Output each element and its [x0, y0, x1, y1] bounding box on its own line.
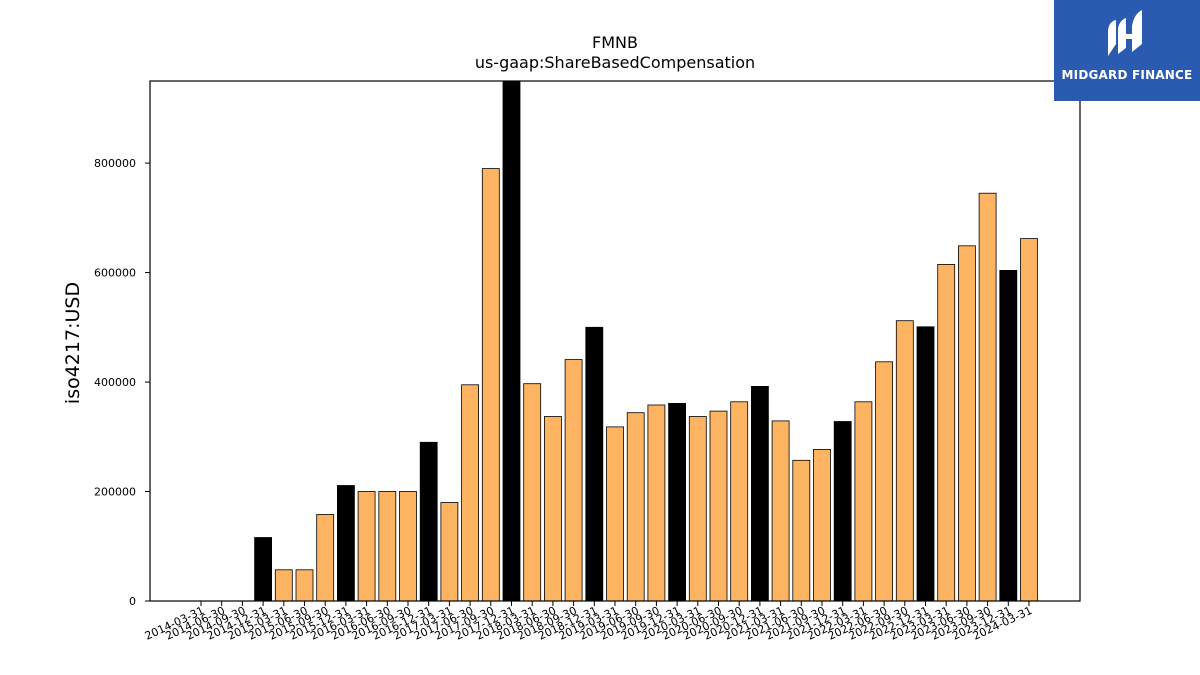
bar-2022-09-30 [895, 320, 914, 602]
bar-2020-09-30 [730, 401, 749, 602]
y-tick-label: 800000 [94, 157, 136, 170]
bar-2023-09-30 [978, 192, 997, 602]
bar-2020-03-31 [688, 416, 707, 602]
bar-2023-03-31 [937, 263, 956, 602]
y-tick-label: 200000 [94, 486, 136, 499]
bar-2022-03-31 [854, 401, 873, 602]
plot-frame [149, 80, 1081, 602]
x-axis-ticks: 2014-03-312014-06-302014-09-302014-12-31… [143, 601, 1034, 643]
chart-title: FMNB [592, 33, 638, 52]
bar-2018-09-30 [564, 359, 583, 602]
bar-2021-03-31 [771, 420, 790, 602]
y-axis-ticks: 0 200000 400000 600000 800000 [94, 157, 150, 608]
midgard-logo-icon [1108, 10, 1142, 56]
bar-2024-03-31 [1020, 238, 1038, 602]
bar-2017-12-31 [502, 80, 521, 602]
bar-2016-06-30 [378, 491, 397, 602]
bar-2019-09-30 [647, 404, 666, 602]
bar-2019-03-31 [606, 426, 624, 602]
bar-2022-06-30 [875, 361, 893, 602]
bar-2020-06-30 [709, 410, 728, 602]
bar-2018-03-31 [523, 383, 542, 602]
bar-2017-09-30 [481, 168, 500, 602]
bar-2021-09-30 [813, 448, 831, 602]
bar-2014-12-31 [254, 537, 273, 602]
bar-2015-03-31 [274, 569, 293, 602]
bar-2021-06-30 [792, 459, 811, 602]
bar-2016-09-30 [399, 491, 417, 602]
bar-2023-06-30 [958, 245, 976, 602]
bar-2016-03-31 [357, 491, 376, 602]
bar-2023-12-31 [999, 269, 1018, 602]
bar-2015-06-30 [295, 569, 314, 602]
chart-subtitle: us-gaap:ShareBasedCompensation [475, 53, 755, 72]
bar-2017-06-30 [461, 384, 480, 602]
bar-2017-03-31 [440, 502, 459, 602]
y-tick-label: 600000 [94, 267, 136, 280]
bar-2016-12-31 [419, 441, 438, 602]
y-axis-label: iso4217:USD [62, 282, 84, 404]
bar-2020-12-31 [751, 385, 769, 602]
bar-group [254, 80, 1038, 602]
y-tick-label: 0 [129, 595, 136, 608]
bar-2018-06-30 [544, 416, 562, 602]
brand-name: MIDGARD FINANCE [1061, 68, 1193, 82]
bar-2019-06-30 [626, 412, 645, 602]
bar-2021-12-31 [833, 421, 852, 602]
brand-logo: MIDGARD FINANCE [1054, 0, 1200, 101]
bar-2015-09-30 [316, 514, 335, 602]
bar-2019-12-31 [668, 402, 686, 602]
bar-2022-12-31 [916, 326, 935, 602]
y-tick-label: 400000 [94, 376, 136, 389]
bar-2018-12-31 [585, 326, 604, 602]
bar-2015-12-31 [336, 485, 355, 602]
